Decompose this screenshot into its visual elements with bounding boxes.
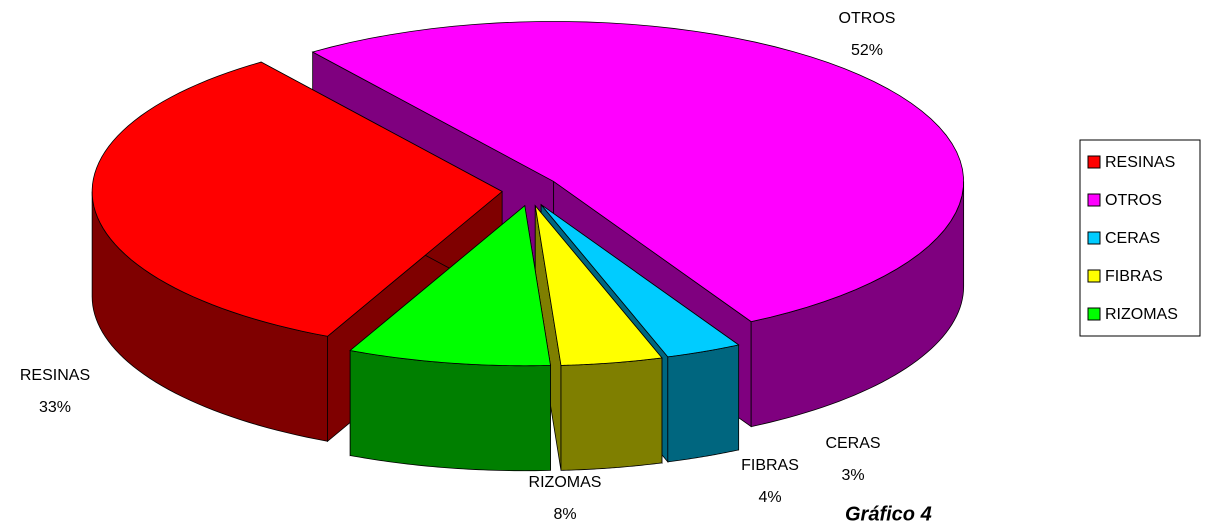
slice	[534, 204, 663, 471]
slice-label: RIZOMAS	[529, 474, 602, 491]
legend-label: FIBRAS	[1105, 268, 1163, 285]
slice	[534, 204, 663, 366]
slice-side	[667, 344, 740, 463]
slice	[349, 204, 551, 472]
legend-label: CERAS	[1105, 230, 1160, 247]
legend-swatch	[1087, 231, 1101, 245]
slice-side	[560, 357, 663, 471]
slice	[311, 21, 964, 323]
slice-value-label: 52%	[851, 42, 883, 59]
slice-label: OTROS	[839, 10, 896, 27]
slice-label: RESINAS	[20, 367, 90, 384]
slice	[540, 204, 740, 358]
slice	[91, 61, 503, 337]
legend-label: OTROS	[1105, 192, 1162, 209]
slice-label: FIBRAS	[741, 457, 799, 474]
slice-value-label: 4%	[758, 489, 781, 506]
legend-label: RESINAS	[1105, 154, 1175, 171]
caption: Gráfico 4	[845, 503, 932, 525]
legend-swatch	[1087, 193, 1101, 207]
slice-value-label: 3%	[841, 467, 864, 484]
legend-label: RIZOMAS	[1105, 306, 1178, 323]
legend-swatch	[1087, 269, 1101, 283]
slice-side	[349, 350, 551, 472]
slice-label: CERAS	[825, 435, 880, 452]
slice-value-label: 33%	[39, 399, 71, 416]
slice-value-label: 8%	[553, 506, 576, 523]
legend-swatch	[1087, 155, 1101, 169]
slice	[349, 204, 551, 367]
legend-swatch	[1087, 307, 1101, 321]
